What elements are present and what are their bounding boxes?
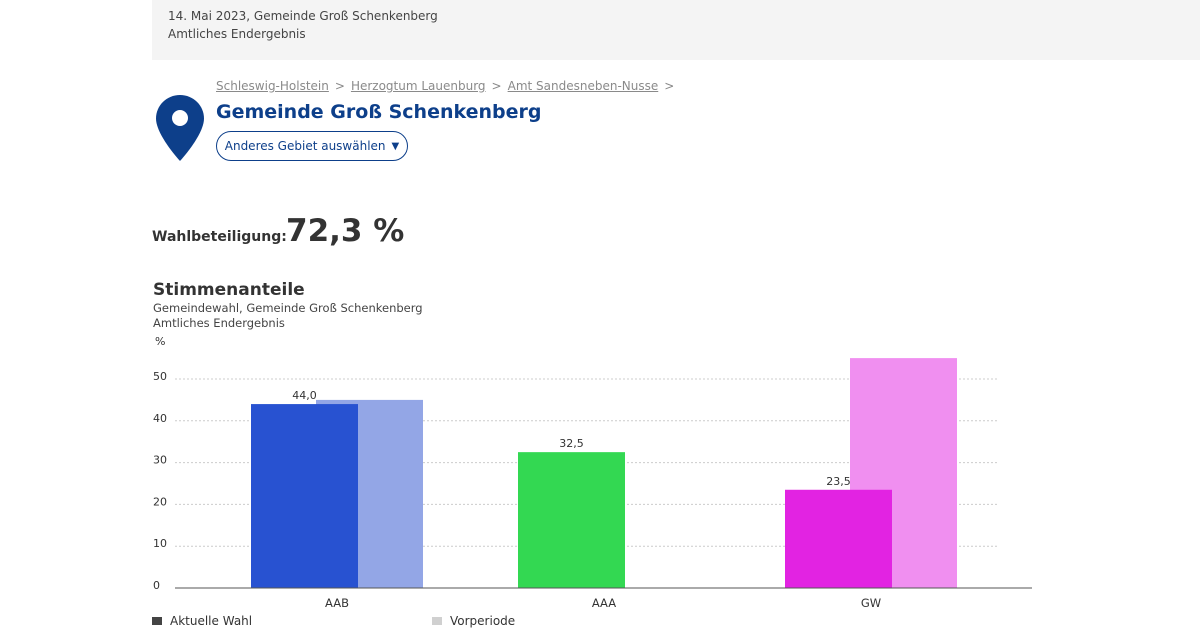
- x-tick-label: AAA: [592, 596, 616, 610]
- x-tick-label: AAB: [325, 596, 349, 610]
- turnout-label: Wahlbeteiligung:: [152, 229, 287, 245]
- data-label: 44,0: [292, 389, 317, 402]
- y-tick-label: 30: [153, 454, 167, 467]
- y-tick-label: 20: [153, 495, 167, 508]
- chart-status: Amtliches Endergebnis: [153, 316, 285, 330]
- y-tick-label: 0: [153, 579, 160, 592]
- y-axis-label: %: [155, 335, 165, 348]
- caret-down-icon: ▼: [391, 140, 400, 152]
- region-title: Gemeinde Groß Schenkenberg: [216, 101, 542, 123]
- data-label: 23,5: [826, 475, 851, 488]
- election-header: 14. Mai 2023, Gemeinde Groß Schenkenberg…: [152, 0, 1200, 60]
- legend-label-current: Aktuelle Wahl: [170, 614, 253, 628]
- chart-title: Stimmenanteile: [153, 280, 305, 300]
- result-status: Amtliches Endergebnis: [168, 27, 306, 41]
- legend-swatch-previous: [432, 617, 442, 625]
- legend-swatch-current: [152, 617, 162, 625]
- select-area-button[interactable]: Anderes Gebiet auswählen ▼: [216, 131, 408, 161]
- bar-current-aaa: [518, 452, 625, 588]
- turnout-value: 72,3 %: [286, 213, 405, 249]
- map-pin-icon: [156, 95, 204, 161]
- legend-item-current: Aktuelle Wahl: [152, 614, 252, 628]
- bar-current-aab: [251, 404, 358, 588]
- select-area-label: Anderes Gebiet auswählen: [224, 139, 386, 153]
- y-tick-label: 50: [153, 370, 167, 383]
- breadcrumb-separator: >: [491, 79, 502, 93]
- breadcrumb: Schleswig-Holstein > Herzogtum Lauenburg > A…: [216, 79, 680, 93]
- y-tick-label: 10: [153, 537, 167, 550]
- bar-current-gw: [785, 489, 892, 588]
- breadcrumb-separator: >: [334, 79, 345, 93]
- x-tick-label: GW: [861, 596, 881, 610]
- breadcrumb-link-district[interactable]: Herzogtum Lauenburg: [350, 79, 486, 93]
- legend-label-previous: Vorperiode: [450, 614, 516, 628]
- breadcrumb-link-state[interactable]: Schleswig-Holstein: [216, 79, 329, 93]
- election-date: 14. Mai 2023, Gemeinde Groß Schenkenberg: [168, 9, 438, 23]
- data-label: 32,5: [559, 437, 584, 450]
- breadcrumb-separator: >: [664, 79, 675, 93]
- y-tick-label: 40: [153, 412, 167, 425]
- chart-subtitle: Gemeindewahl, Gemeinde Groß Schenkenberg: [153, 301, 423, 315]
- breadcrumb-link-amt[interactable]: Amt Sandesneben-Nusse: [507, 79, 659, 93]
- legend-item-previous: Vorperiode: [432, 614, 515, 628]
